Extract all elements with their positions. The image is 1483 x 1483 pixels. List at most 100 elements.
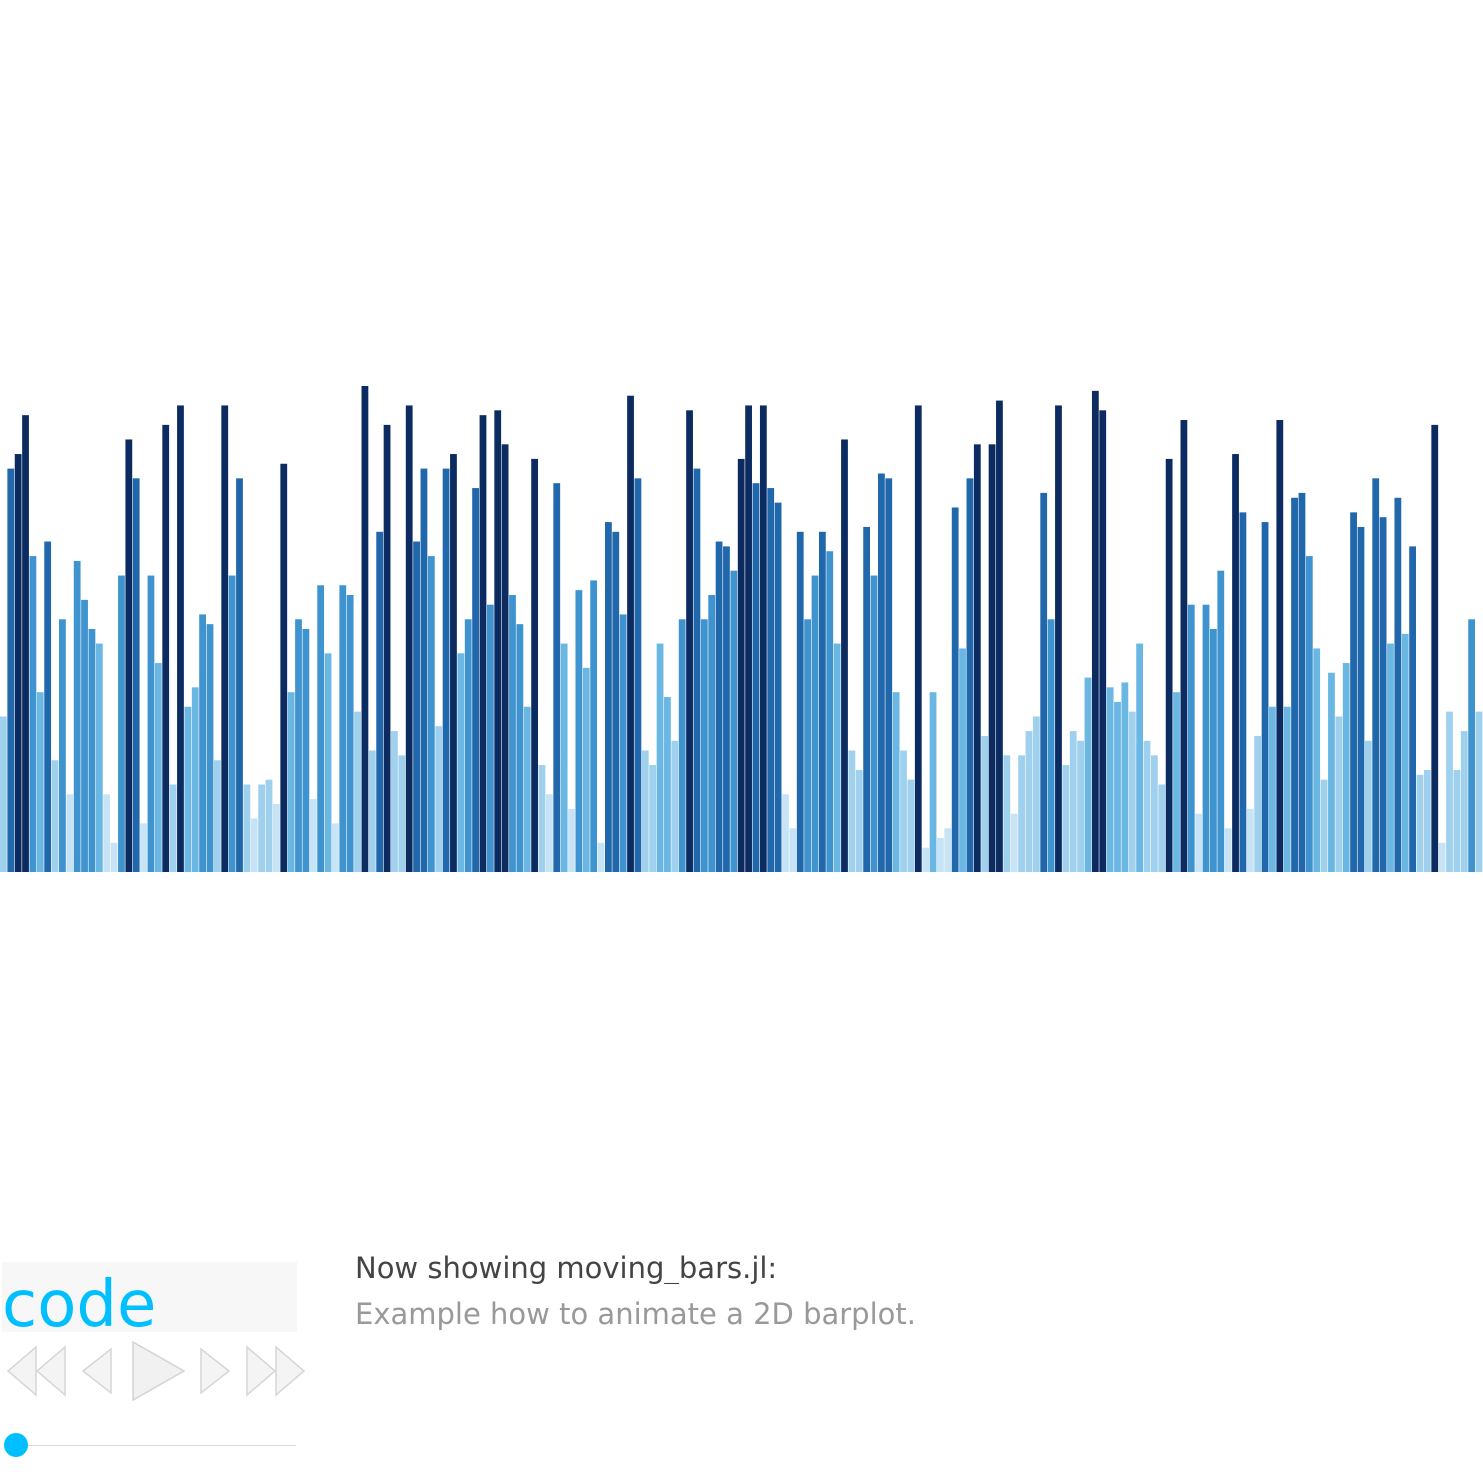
bar: [723, 546, 730, 872]
bar: [177, 405, 184, 872]
bar: [996, 400, 1003, 872]
bar: [140, 823, 147, 872]
next-frame-icon[interactable]: [198, 1347, 232, 1395]
bar: [339, 585, 347, 872]
bar: [295, 619, 302, 872]
bar: [88, 629, 96, 872]
bar: [796, 531, 804, 872]
bar: [553, 483, 561, 872]
bar: [752, 483, 760, 872]
bar: [1438, 842, 1446, 872]
bar: [442, 468, 450, 872]
bar: [1387, 643, 1394, 872]
bar: [118, 575, 125, 872]
bar: [759, 405, 767, 872]
bar: [1320, 779, 1328, 872]
bar: [332, 823, 339, 872]
bar: [1055, 405, 1062, 872]
bar: [1091, 390, 1099, 872]
bar: [29, 556, 37, 872]
bar: [1254, 735, 1262, 872]
slider-track[interactable]: [18, 1445, 296, 1446]
bar: [236, 478, 243, 872]
first-frame-icon[interactable]: [4, 1345, 68, 1397]
bar: [501, 444, 509, 872]
bar: [302, 629, 310, 872]
bar: [413, 541, 420, 872]
bar: [951, 507, 959, 872]
bar: [1195, 813, 1203, 872]
bar: [545, 794, 553, 872]
bar: [132, 478, 140, 872]
bar: [280, 463, 288, 872]
bar: [1128, 711, 1136, 872]
bar: [575, 590, 583, 872]
bar: [1291, 497, 1298, 872]
bar: [1180, 420, 1188, 872]
bar: [730, 570, 738, 872]
bar: [1136, 643, 1144, 872]
bar: [597, 842, 605, 872]
bar: [1372, 478, 1380, 872]
bar: [44, 541, 52, 872]
bar: [36, 692, 44, 872]
bar: [450, 454, 457, 872]
bar: [1283, 706, 1291, 872]
last-frame-icon[interactable]: [244, 1345, 308, 1397]
bar: [1475, 711, 1483, 872]
bar: [206, 624, 214, 872]
bar: [1099, 410, 1107, 872]
bar: [125, 439, 133, 872]
bar: [59, 619, 66, 872]
bar: [833, 643, 841, 872]
bar: [103, 794, 111, 872]
bar: [154, 663, 162, 872]
bar: [1261, 522, 1269, 872]
bar: [966, 478, 974, 872]
bar: [700, 619, 708, 872]
bar: [715, 541, 723, 872]
frame-slider[interactable]: [0, 1428, 300, 1462]
play-icon[interactable]: [128, 1339, 188, 1403]
bar: [1379, 517, 1387, 872]
bar: [914, 405, 922, 872]
bar: [1187, 604, 1195, 872]
bar: [568, 808, 575, 872]
code-button[interactable]: code: [2, 1262, 297, 1332]
bar: [855, 769, 863, 872]
bar: [383, 424, 391, 872]
bar: [516, 624, 524, 872]
bar: [427, 556, 435, 872]
bar: [664, 697, 671, 872]
bar: [199, 614, 206, 872]
bar: [405, 405, 413, 872]
bar: [619, 614, 627, 872]
bar: [1350, 512, 1357, 872]
bar: [1114, 701, 1121, 872]
bar: [1150, 755, 1158, 872]
bar: [1298, 492, 1306, 872]
bar: [774, 502, 782, 872]
bar: [509, 594, 516, 872]
bar: [346, 594, 354, 872]
bar: [649, 765, 657, 872]
bar: [361, 386, 369, 872]
bar: [368, 750, 376, 872]
bar: [870, 575, 878, 872]
bar: [1010, 813, 1018, 872]
bar: [708, 594, 716, 872]
bar: [14, 454, 22, 872]
bar: [1143, 740, 1151, 872]
bar: [486, 604, 494, 872]
bar: [162, 424, 170, 872]
bar: [1003, 755, 1011, 872]
bar: [1210, 629, 1217, 872]
bar: [1069, 731, 1077, 872]
bar: [693, 468, 701, 872]
bar: [818, 531, 826, 872]
bar: [95, 643, 103, 872]
bar: [1062, 765, 1070, 872]
slider-knob[interactable]: [4, 1433, 28, 1457]
bar: [1165, 458, 1173, 872]
previous-frame-icon[interactable]: [80, 1347, 114, 1395]
